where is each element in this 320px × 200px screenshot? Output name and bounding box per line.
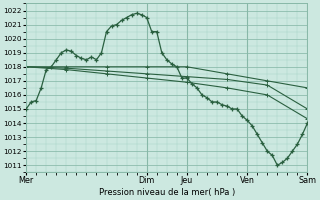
X-axis label: Pression niveau de la mer( hPa ): Pression niveau de la mer( hPa ) [99, 188, 235, 197]
